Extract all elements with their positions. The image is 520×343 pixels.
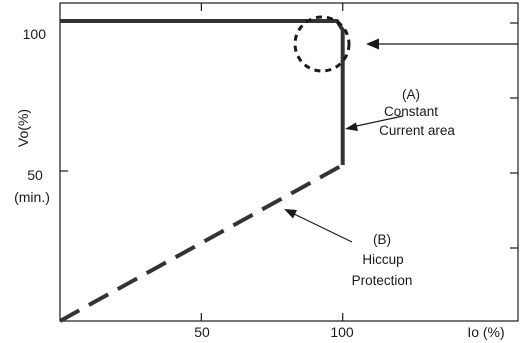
annotation-b-id: (B) — [373, 232, 391, 247]
output-voltage-line — [60, 19, 345, 165]
annotation-b-arrow-line — [291, 212, 353, 243]
annotation-b-line1: Hiccup — [362, 252, 403, 267]
tick-marks — [60, 3, 518, 321]
x-tick-label-50: 50 — [194, 324, 210, 340]
y-tick-label-50: 50 — [27, 167, 43, 183]
annotation-a-id: (A) — [402, 87, 420, 102]
x-tick-label-100: 100 — [330, 324, 354, 340]
knee-highlight — [293, 15, 518, 73]
y-tick-sublabel-min: (min.) — [14, 189, 50, 205]
plot-frame — [59, 2, 519, 322]
x-axis-labels: 50 100 Io (%) — [194, 324, 504, 340]
y-tick-label-100: 100 — [23, 26, 47, 42]
x-axis-title: Io (%) — [467, 324, 504, 340]
annotation-a-arrow-line — [351, 115, 404, 128]
annotation-b-line2: Protection — [352, 273, 413, 288]
annotation-a-arrowhead — [345, 122, 358, 131]
hiccup-dashed-line — [59, 163, 344, 323]
y-axis-title: Vo(%) — [15, 109, 31, 147]
knee-dashed-circle — [293, 15, 351, 73]
annotation-b: (B) Hiccup Protection — [284, 209, 412, 288]
knee-arrowhead — [366, 38, 379, 50]
annotation-a-line1: Constant — [384, 104, 438, 119]
annotation-a-line2: Current area — [379, 123, 455, 138]
y-axis-labels: 100 50 (min.) Vo(%) — [14, 26, 50, 205]
annotation-b-arrowhead — [284, 209, 297, 219]
series-layer — [59, 19, 345, 323]
annotation-a: (A) Constant Current area — [345, 87, 455, 138]
